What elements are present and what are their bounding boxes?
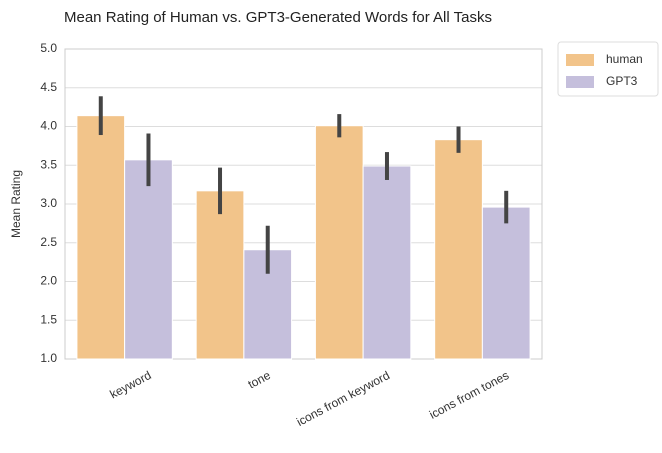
bar <box>195 190 245 360</box>
x-tick-label: tone <box>246 368 273 391</box>
plot-frame <box>64 48 543 360</box>
chart-title: Mean Rating of Human vs. GPT3-Generated … <box>64 9 492 26</box>
legend-swatch <box>566 54 594 66</box>
bar <box>314 125 364 360</box>
legend-swatch <box>566 76 594 88</box>
legend-label: GPT3 <box>606 74 638 88</box>
y-tick-label: 1.0 <box>40 351 57 365</box>
y-tick-label: 3.5 <box>40 157 57 171</box>
y-tick-label: 5.0 <box>40 41 57 55</box>
bar <box>124 159 173 360</box>
bar <box>76 115 126 360</box>
y-tick-label: 4.5 <box>40 80 57 94</box>
legend-label: human <box>606 52 643 66</box>
x-tick-label: icons from keyword <box>294 368 392 429</box>
bar <box>481 206 531 360</box>
bar <box>434 139 483 360</box>
y-tick-label: 2.0 <box>40 274 57 288</box>
bar <box>362 165 412 360</box>
y-tick-label: 4.0 <box>40 119 57 133</box>
y-tick-label: 2.5 <box>40 235 57 249</box>
x-tick-label: icons from tones <box>427 368 511 422</box>
y-tick-label: 3.0 <box>40 196 57 210</box>
x-tick-label: keyword <box>107 368 153 401</box>
y-tick-label: 1.5 <box>40 312 57 326</box>
y-axis-label: Mean Rating <box>9 170 23 238</box>
